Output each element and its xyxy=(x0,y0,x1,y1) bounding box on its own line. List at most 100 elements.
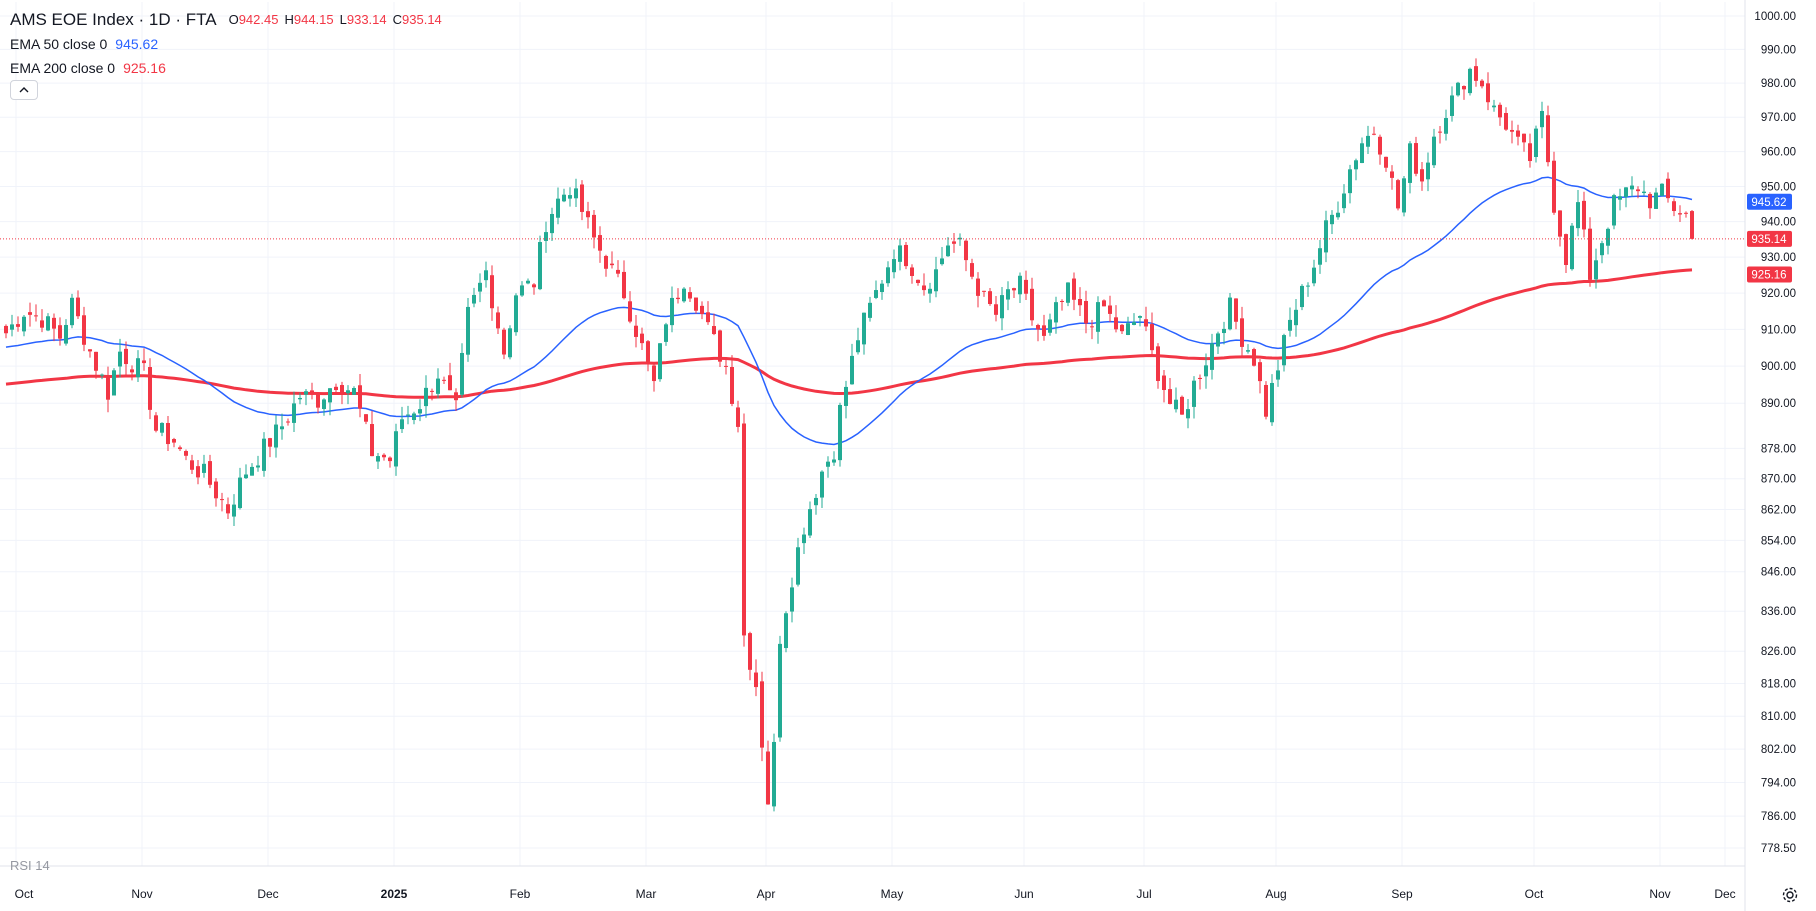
candle-body xyxy=(1252,349,1256,366)
candle-body xyxy=(1636,189,1640,192)
candle-body xyxy=(1678,213,1682,215)
ohlc-low-key: L xyxy=(339,12,347,27)
candle-body xyxy=(1198,377,1202,380)
candle-body xyxy=(1312,267,1316,284)
candle-body xyxy=(454,392,458,401)
candle-body xyxy=(604,255,608,269)
candle-body xyxy=(1570,225,1574,270)
candle-body xyxy=(898,245,902,262)
candle-body xyxy=(682,288,686,302)
candle-body xyxy=(418,409,422,414)
candle-body xyxy=(1564,234,1568,265)
candle-body xyxy=(1372,133,1376,135)
y-tick-label: 870.00 xyxy=(1761,474,1796,486)
gear-icon[interactable] xyxy=(1780,885,1800,905)
candle-body xyxy=(166,422,170,445)
candle-body xyxy=(820,471,824,498)
candle-body xyxy=(1558,210,1562,237)
candle-body xyxy=(1096,302,1100,332)
candle-body xyxy=(1138,316,1142,318)
candle-body xyxy=(1150,324,1154,351)
candle-body xyxy=(1114,317,1118,330)
ohlc-close-value: 935.14 xyxy=(402,12,442,27)
candle-body xyxy=(160,422,164,433)
candle-body xyxy=(1690,211,1694,239)
candle-body xyxy=(1072,278,1076,300)
candle-body xyxy=(1108,305,1112,314)
candle-body xyxy=(796,547,800,585)
price-label-box xyxy=(1747,193,1792,210)
candle-body xyxy=(340,385,344,395)
candle-body xyxy=(946,245,950,257)
candle-body xyxy=(982,290,986,292)
candle-body xyxy=(334,386,338,391)
candle-body xyxy=(520,285,524,296)
candle-body xyxy=(1540,110,1544,128)
collapse-legend-button[interactable] xyxy=(10,80,38,100)
candle-body xyxy=(532,284,536,288)
candle-body xyxy=(1486,83,1490,103)
y-tick-label: 862.00 xyxy=(1761,504,1796,516)
candle-body xyxy=(1006,289,1010,300)
ema50-value: 945.62 xyxy=(115,36,159,52)
candle-body xyxy=(892,259,896,273)
candle-body xyxy=(1204,365,1208,377)
candle-body xyxy=(1660,183,1664,196)
candle-body xyxy=(1528,143,1532,162)
candle-body xyxy=(1672,201,1676,212)
candle-body xyxy=(478,282,482,292)
candle-body xyxy=(1210,343,1214,370)
candle-body xyxy=(526,280,530,284)
candle-body xyxy=(784,613,788,649)
candle-body xyxy=(1282,335,1286,366)
candle-body xyxy=(1396,180,1400,209)
candle-body xyxy=(136,358,140,378)
legend-ema200-row[interactable]: EMA 200 close 0 925.16 xyxy=(10,56,444,80)
candle-body xyxy=(850,355,854,385)
y-tick-label: 786.00 xyxy=(1761,811,1796,823)
candle-body xyxy=(1510,129,1514,132)
candle-body xyxy=(1036,325,1040,330)
y-tick-label: 878.00 xyxy=(1761,443,1796,455)
candle-body xyxy=(1186,409,1190,419)
candle-body xyxy=(1648,193,1652,209)
candle-body xyxy=(1240,318,1244,347)
candle-body xyxy=(364,414,368,422)
candle-body xyxy=(1018,275,1022,295)
rsi-pane-label[interactable]: RSI 14 xyxy=(10,858,50,873)
candle-body xyxy=(1090,326,1094,328)
y-tick-label: 990.00 xyxy=(1761,44,1796,56)
candle-body xyxy=(1126,323,1130,335)
candle-body xyxy=(1600,243,1604,256)
candle-body xyxy=(1576,202,1580,229)
candle-body xyxy=(28,312,32,315)
candle-body xyxy=(1426,162,1430,180)
candle-body xyxy=(1144,319,1148,327)
candle-body xyxy=(1330,214,1334,225)
candle-body xyxy=(808,509,812,536)
x-tick-label: Oct xyxy=(1525,887,1544,901)
candle-body xyxy=(952,241,956,244)
candle-body xyxy=(652,365,656,382)
candle-body xyxy=(1042,325,1046,336)
candle-body xyxy=(172,439,176,443)
legend-ema50-row[interactable]: EMA 50 close 0 945.62 xyxy=(10,32,444,56)
x-tick-label: Apr xyxy=(757,887,776,901)
candle-body xyxy=(1552,160,1556,213)
candle-body xyxy=(34,315,38,317)
symbol-title[interactable]: AMS EOE Index · 1D · FTA xyxy=(10,10,217,29)
candle-body xyxy=(502,329,506,355)
candle-body xyxy=(1192,380,1196,407)
candle-body xyxy=(670,297,674,326)
candle-body xyxy=(262,438,266,471)
candle-body xyxy=(580,184,584,212)
x-tick-label: May xyxy=(881,887,904,901)
candle-body xyxy=(838,404,842,461)
x-tick-label: Dec xyxy=(257,887,278,901)
candle-body xyxy=(406,414,410,416)
candle-body xyxy=(382,454,386,458)
candle-body xyxy=(4,325,8,334)
ohlc-high-value: 944.15 xyxy=(293,12,334,27)
candle-body xyxy=(1270,382,1274,423)
